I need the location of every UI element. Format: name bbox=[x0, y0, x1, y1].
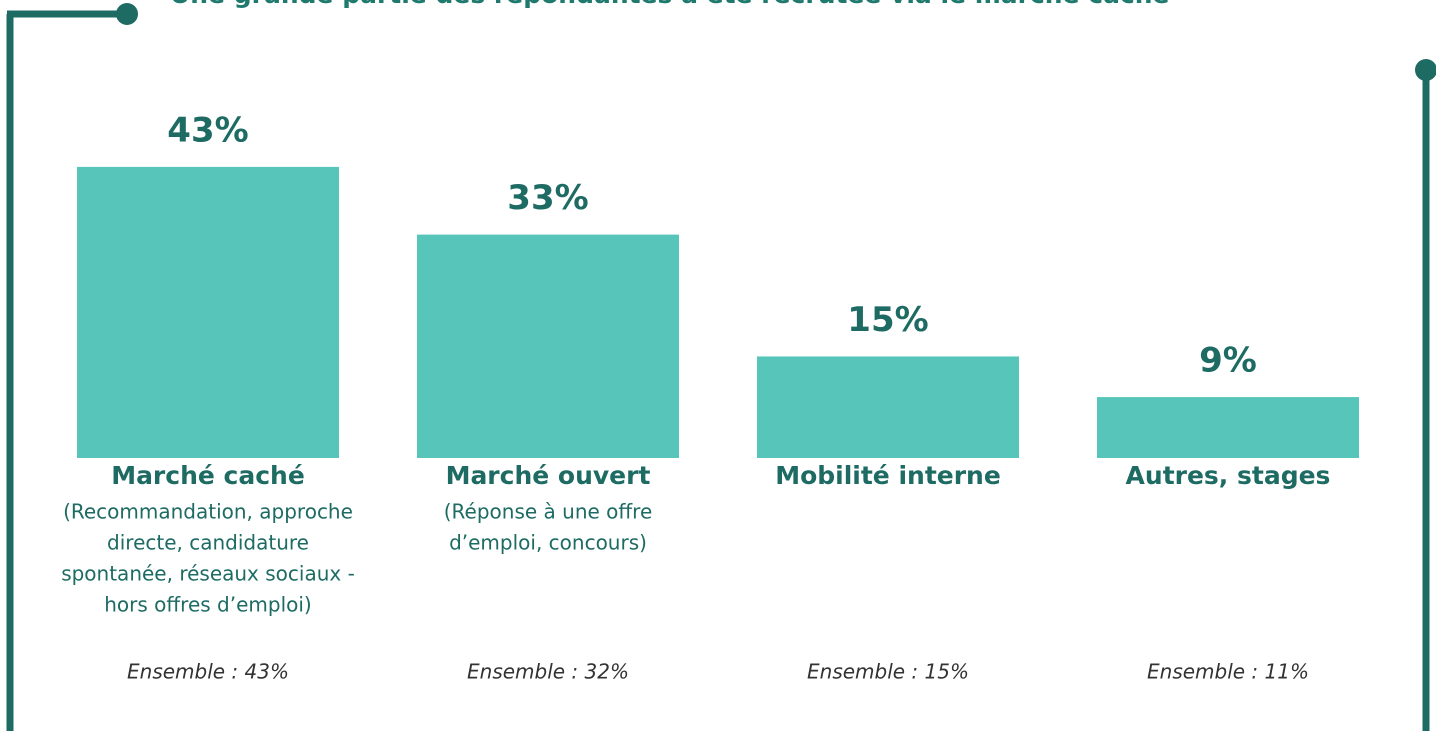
frame-dot bbox=[116, 3, 138, 25]
category-description: directe, candidature bbox=[107, 531, 309, 555]
bar bbox=[417, 234, 679, 458]
chart-title: Une grande partie des répondantes a été … bbox=[170, 0, 1170, 9]
bar bbox=[77, 166, 339, 458]
category-description: d’emploi, concours) bbox=[449, 531, 647, 555]
category-description: spontanée, réseaux sociaux - bbox=[61, 562, 355, 586]
value-label: 43% bbox=[167, 110, 248, 150]
category-description: (Recommandation, approche bbox=[63, 500, 353, 524]
category-label: Autres, stages bbox=[1126, 461, 1331, 490]
value-label: 9% bbox=[1199, 341, 1257, 381]
frame-dot bbox=[1415, 59, 1436, 81]
value-label: 15% bbox=[847, 300, 928, 340]
overall-note: Ensemble : 32% bbox=[467, 660, 629, 684]
overall-note: Ensemble : 11% bbox=[1147, 660, 1309, 684]
category-label: Marché caché bbox=[111, 461, 305, 490]
bar bbox=[757, 356, 1019, 458]
overall-note: Ensemble : 43% bbox=[127, 660, 289, 684]
category-label: Mobilité interne bbox=[775, 461, 1001, 490]
bar bbox=[1097, 397, 1359, 458]
category-description: hors offres d’emploi) bbox=[104, 593, 311, 617]
overall-note: Ensemble : 15% bbox=[807, 660, 969, 684]
category-description: (Réponse à une offre bbox=[444, 500, 653, 524]
value-label: 33% bbox=[507, 178, 588, 218]
category-label: Marché ouvert bbox=[446, 461, 651, 490]
